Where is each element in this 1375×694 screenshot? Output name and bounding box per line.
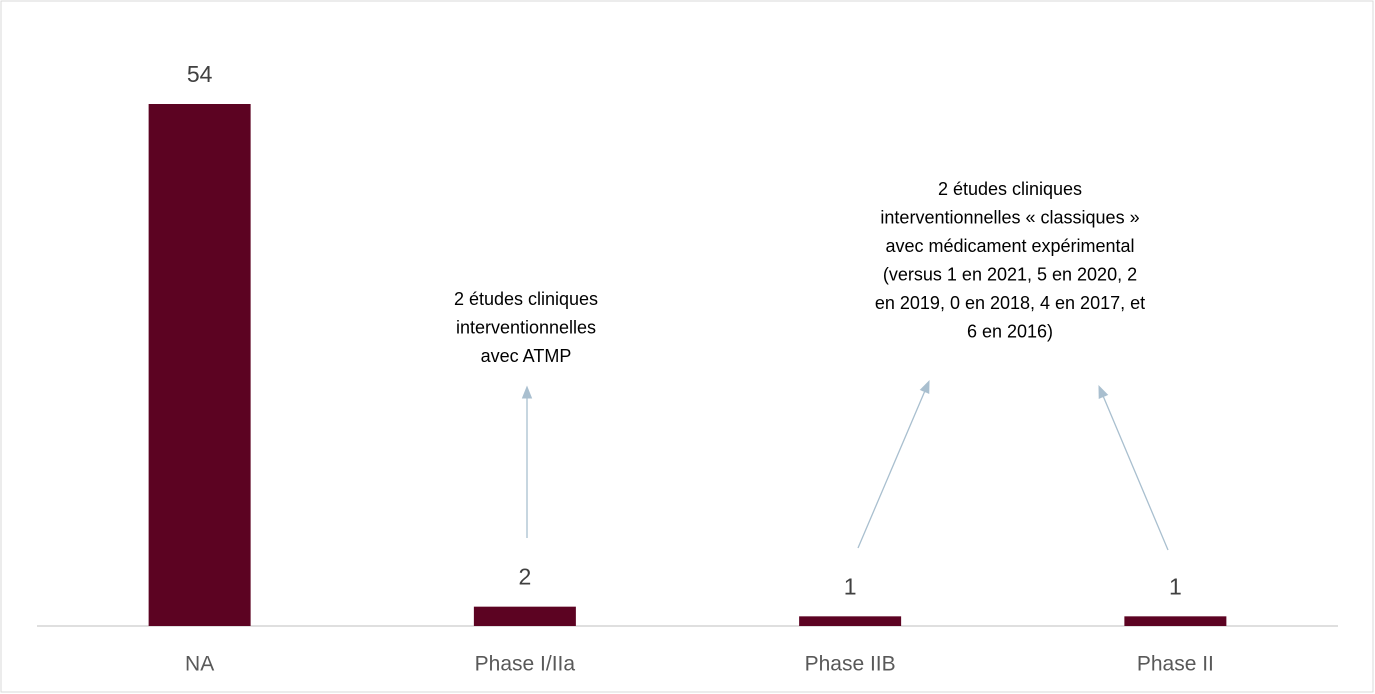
arrow [857, 380, 930, 549]
value-label: 2 [518, 564, 531, 590]
annotation: interventionnelles [456, 317, 596, 337]
x-tick-label: Phase IIB [805, 653, 896, 676]
arrows [521, 380, 1169, 551]
bar [148, 104, 251, 626]
value-label: 1 [1169, 573, 1182, 599]
annotation: en 2019, 0 en 2018, 4 en 2017, et [875, 293, 1145, 313]
annotation: 2 études cliniques [938, 179, 1082, 199]
x-tick-label: Phase I/IIa [475, 653, 576, 676]
annotation: (versus 1 en 2021, 5 en 2020, 2 [883, 264, 1137, 284]
annotation: avec médicament expérimental [885, 236, 1134, 256]
value-label: 1 [844, 573, 857, 599]
bar [799, 616, 902, 626]
arrow [1098, 385, 1169, 551]
bar [473, 606, 576, 626]
annotation: 2 études cliniques [454, 289, 598, 309]
bar [1124, 616, 1227, 626]
x-tick-label: NA [185, 653, 214, 676]
x-tick-label: Phase II [1137, 653, 1214, 676]
annotation: interventionnelles « classiques » [880, 207, 1139, 227]
annotation: avec ATMP [481, 346, 572, 366]
value-label: 54 [187, 61, 213, 87]
annotation: 6 en 2016) [967, 321, 1053, 341]
